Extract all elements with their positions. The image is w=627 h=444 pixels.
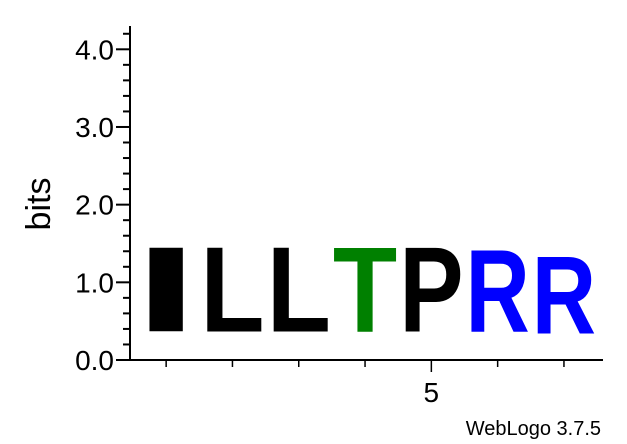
y-tick-label: 4.0 [75, 34, 114, 65]
logo-glyph-l: L [267, 222, 331, 358]
logo-glyph-p: P [399, 223, 463, 358]
y-tick-label: 1.0 [75, 267, 114, 298]
y-tick-label: 3.0 [75, 112, 114, 143]
y-tick-label: 2.0 [75, 190, 114, 221]
x-tick-label: 5 [424, 377, 440, 408]
y-ticks: 0.0 1.0 2.0 3.0 4.0 [75, 32, 130, 376]
y-axis-label: bits [20, 178, 58, 231]
weblogo-credit: WebLogo 3.7.5 [466, 418, 601, 440]
axis-layer [129, 26, 603, 361]
logo-glyph-t: T [333, 222, 397, 358]
x-ticks: 5 [165, 360, 565, 408]
logo-glyph-r: R [532, 234, 596, 358]
logo-glyph-r: R [466, 226, 530, 358]
y-tick-label: 0.0 [75, 345, 114, 376]
logo-glyph-l: L [200, 222, 264, 358]
logo-glyph-i: I [134, 222, 198, 357]
